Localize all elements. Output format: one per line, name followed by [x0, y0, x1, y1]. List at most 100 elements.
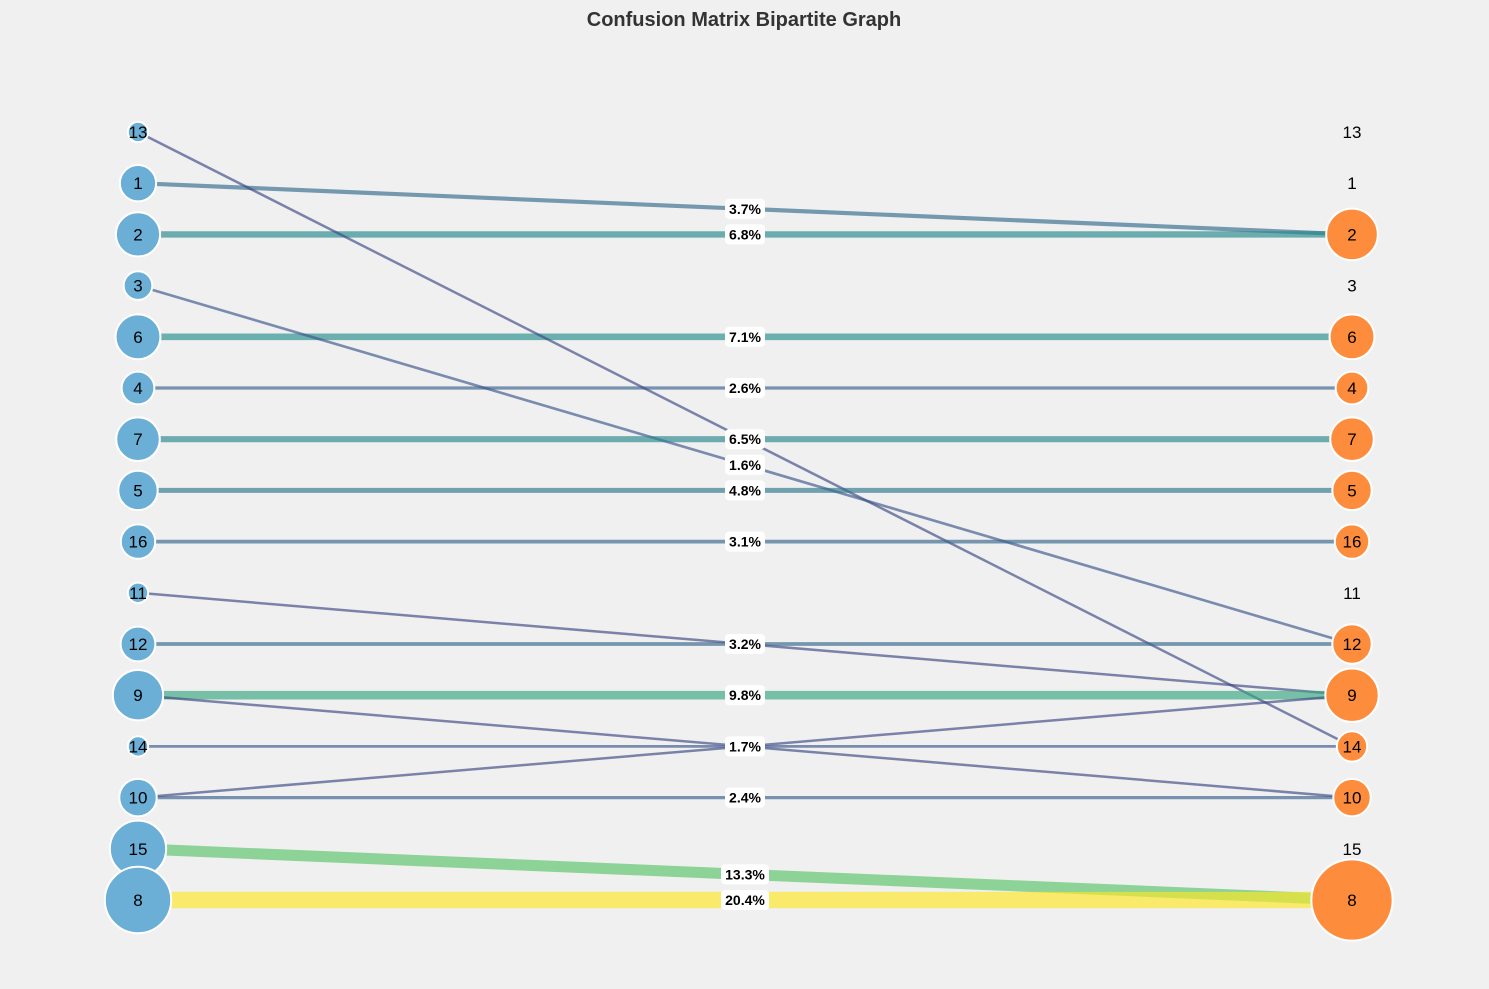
edge-label-14-to-14: 1.7%: [725, 736, 765, 757]
edge-label-box: [725, 326, 765, 347]
edges-layer: [137, 130, 1353, 909]
edge-label-box: [725, 531, 765, 552]
left-node-circle: [118, 777, 158, 818]
edge-label-text: 6.5%: [729, 431, 761, 447]
left-node-7: 7: [115, 416, 161, 462]
edge-label-4-to-4: 2.6%: [725, 378, 765, 398]
left-node-14: 14: [126, 735, 150, 758]
left-node-label: 1: [133, 174, 142, 193]
right-node-label: 12: [1343, 635, 1362, 654]
edge-label-box: [721, 864, 769, 885]
edge-label-16-to-16: 3.1%: [725, 531, 765, 552]
left-node-8: 8: [103, 865, 173, 935]
right-node-circle: [1329, 416, 1375, 462]
left-node-label: 6: [133, 328, 142, 347]
edge-label-box: [725, 480, 765, 501]
right-node-7: 7: [1329, 416, 1375, 462]
left-node-2: 2: [114, 211, 162, 258]
right-node-circle: [1310, 858, 1394, 942]
right-node-13: 13: [1343, 123, 1362, 142]
left-node-15: 15: [108, 819, 168, 878]
left-node-label: 14: [129, 737, 148, 756]
right-node-5: 5: [1331, 469, 1373, 512]
edge-label-1-to-2: 3.7%: [725, 198, 765, 219]
right-node-11: 11: [1343, 584, 1361, 603]
left-node-circle: [114, 211, 162, 258]
right-node-2: 2: [1325, 207, 1379, 262]
right-node-8: 8: [1310, 858, 1394, 942]
left-node-circle: [126, 120, 150, 144]
left-node-circle: [120, 370, 156, 406]
edge-label-box: [725, 429, 765, 450]
left-node-circle: [117, 469, 159, 512]
right-node-label: 11: [1343, 584, 1361, 603]
edge-label-2-to-2: 6.8%: [725, 224, 765, 245]
edge-label-15-to-8: 13.3%: [721, 864, 769, 885]
edge-label-box: [725, 378, 765, 398]
edge-label-text: 13.3%: [725, 866, 765, 882]
left-node-label: 10: [129, 789, 148, 808]
right-node-6: 6: [1328, 313, 1376, 361]
right-node-label: 16: [1343, 533, 1362, 552]
edge-labels-layer: 3.7% 6.8% 7.1% 2.6% 1.6% 6.5% 4.8% 3.1% 3.2% 9.8%…: [721, 198, 769, 910]
edge-label-text: 1.7%: [729, 738, 761, 754]
right-node-label: 14: [1343, 737, 1362, 756]
left-node-13: 13: [126, 120, 150, 144]
left-node-circle: [115, 416, 161, 462]
right-node-label: 8: [1347, 891, 1356, 910]
left-node-label: 15: [129, 840, 148, 859]
edge-label-text: 3.1%: [729, 534, 761, 550]
right-node-label: 9: [1347, 686, 1356, 705]
right-node-label: 4: [1347, 379, 1356, 398]
right-node-circle: [1331, 623, 1373, 665]
left-node-circle: [114, 313, 162, 361]
left-node-label: 9: [133, 686, 142, 705]
edge-label-text: 6.8%: [729, 226, 761, 242]
edge-label-text: 3.2%: [729, 636, 761, 652]
edge-label-box: [725, 634, 765, 654]
right-node-14: 14: [1335, 730, 1369, 763]
edge-label-text: 2.6%: [729, 380, 761, 396]
left-node-label: 11: [129, 584, 147, 603]
right-node-1: 1: [1347, 174, 1356, 193]
right-node-circle: [1331, 469, 1373, 512]
edge-label-text: 9.8%: [729, 687, 761, 703]
left-node-circle: [103, 865, 173, 935]
left-node-11: 11: [126, 581, 150, 604]
right-node-label: 1: [1347, 174, 1356, 193]
right-node-label: 6: [1347, 328, 1356, 347]
edge-label-5-to-5: 4.8%: [725, 480, 765, 501]
edge-label-box: [725, 454, 765, 475]
edge-label-text: 7.1%: [729, 329, 761, 345]
edge-label-text: 2.4%: [729, 790, 761, 806]
right-node-4: 4: [1334, 370, 1370, 406]
edge-label-box: [725, 198, 765, 219]
edge-label-box: [725, 224, 765, 245]
left-node-label: 13: [129, 123, 148, 142]
right-node-3: 3: [1347, 277, 1356, 296]
edge-label-text: 3.7%: [729, 201, 761, 217]
left-node-label: 8: [133, 891, 142, 910]
left-node-10: 10: [118, 777, 158, 818]
left-node-circle: [111, 669, 165, 722]
edge-label-9-to-9: 9.8%: [725, 685, 765, 706]
right-node-9: 9: [1324, 667, 1380, 723]
left-node-5: 5: [117, 469, 159, 512]
left-node-circle: [119, 523, 157, 560]
left-node-label: 3: [133, 277, 142, 296]
edge-label-text: 1.6%: [729, 457, 761, 473]
edge-label-8-to-8: 20.4%: [721, 890, 769, 910]
right-node-16: 16: [1333, 523, 1371, 560]
left-node-label: 12: [129, 635, 148, 654]
left-node-circle: [122, 270, 154, 301]
edge-label-text: 20.4%: [725, 892, 765, 908]
edge-label-6-to-6: 7.1%: [725, 326, 765, 347]
edge-label-7-to-7: 6.5%: [725, 429, 765, 450]
right-node-label: 2: [1347, 225, 1356, 244]
left-node-4: 4: [120, 370, 156, 406]
right-node-label: 3: [1347, 277, 1356, 296]
left-node-label: 2: [133, 225, 142, 244]
right-node-circle: [1332, 777, 1372, 818]
edge-label-box: [725, 685, 765, 706]
